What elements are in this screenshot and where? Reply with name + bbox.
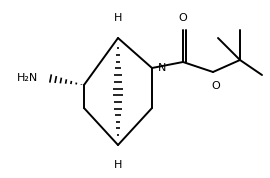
- Text: H: H: [114, 160, 122, 170]
- Text: H: H: [114, 13, 122, 23]
- Text: O: O: [179, 13, 187, 23]
- Text: H₂N: H₂N: [17, 73, 38, 83]
- Text: N: N: [158, 63, 166, 73]
- Text: O: O: [212, 81, 220, 91]
